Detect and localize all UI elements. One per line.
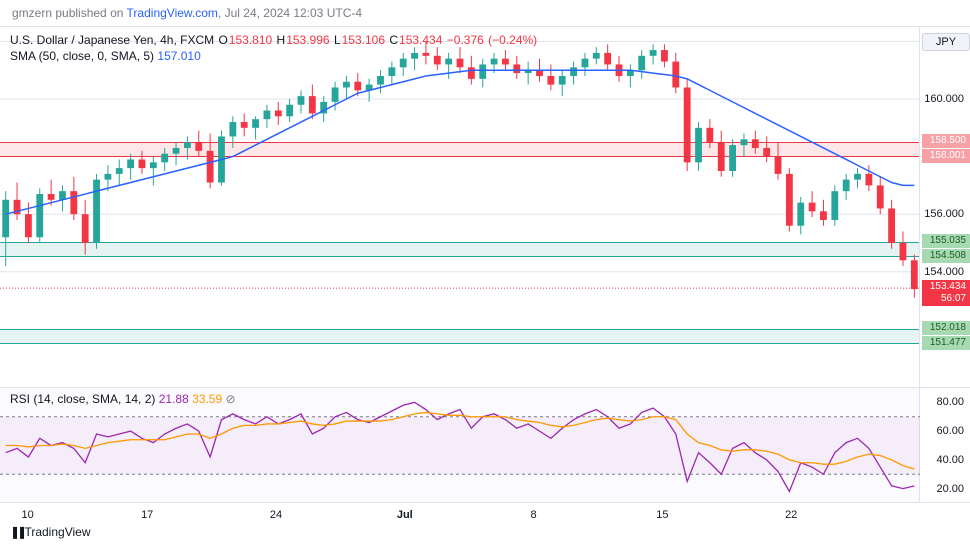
- price-label: 153.43456:07: [922, 280, 970, 306]
- sma-value: 157.010: [157, 49, 200, 63]
- xtick: 22: [785, 509, 797, 521]
- xtick: 17: [141, 509, 153, 521]
- tradingview-logo[interactable]: TradingView: [10, 525, 91, 539]
- ytick: 154.000: [924, 266, 964, 278]
- rsi-yaxis: 80.00 60.00 40.00 20.00: [920, 388, 970, 502]
- rsi-panel: RSI (14, close, SMA, 14, 2) 21.88 33.59 …: [0, 387, 970, 502]
- symbol-name: U.S. Dollar / Japanese Yen, 4h, FXCM: [10, 33, 214, 47]
- xtick: 8: [531, 509, 537, 521]
- main-chart-panel: U.S. Dollar / Japanese Yen, 4h, FXCM O15…: [0, 27, 970, 387]
- rsi-chart[interactable]: RSI (14, close, SMA, 14, 2) 21.88 33.59 …: [0, 388, 920, 502]
- author: gmzern: [12, 6, 52, 20]
- xtick: Jul: [397, 509, 413, 521]
- header: gmzern published on TradingView.com, Jul…: [0, 0, 970, 27]
- rsi-ytick: 20.00: [936, 483, 964, 495]
- currency-badge[interactable]: JPY: [922, 33, 970, 51]
- time-axis: 10 17 24 Jul 8 15 22: [0, 502, 970, 530]
- rsi-info: RSI (14, close, SMA, 14, 2) 21.88 33.59 …: [10, 392, 236, 406]
- price-label: 155.035: [922, 234, 970, 248]
- price-label: 151.477: [922, 336, 970, 350]
- price-label: 154.508: [922, 249, 970, 263]
- price-yaxis: JPY 162.000160.000156.000154.000 158.500…: [920, 27, 970, 387]
- xtick: 15: [656, 509, 668, 521]
- rsi-ytick: 60.00: [936, 425, 964, 437]
- ytick: 160.000: [924, 93, 964, 105]
- symbol-info: U.S. Dollar / Japanese Yen, 4h, FXCM O15…: [10, 33, 538, 65]
- price-label: 152.018: [922, 321, 970, 335]
- xtick: 24: [270, 509, 282, 521]
- price-label: 158.001: [922, 149, 970, 163]
- candlestick-svg: [0, 27, 920, 387]
- rsi-ytick: 80.00: [936, 396, 964, 408]
- sma-label: SMA (50, close, 0, SMA, 5): [10, 49, 154, 63]
- publish-date: Jul 24, 2024 12:03 UTC-4: [225, 6, 362, 20]
- site-link[interactable]: TradingView.com: [127, 6, 218, 20]
- price-chart[interactable]: U.S. Dollar / Japanese Yen, 4h, FXCM O15…: [0, 27, 920, 387]
- rsi-ytick: 40.00: [936, 454, 964, 466]
- settings-icon[interactable]: ⊘: [225, 392, 235, 406]
- xtick: 10: [21, 509, 33, 521]
- ytick: 156.000: [924, 208, 964, 220]
- price-label: 158.500: [922, 134, 970, 148]
